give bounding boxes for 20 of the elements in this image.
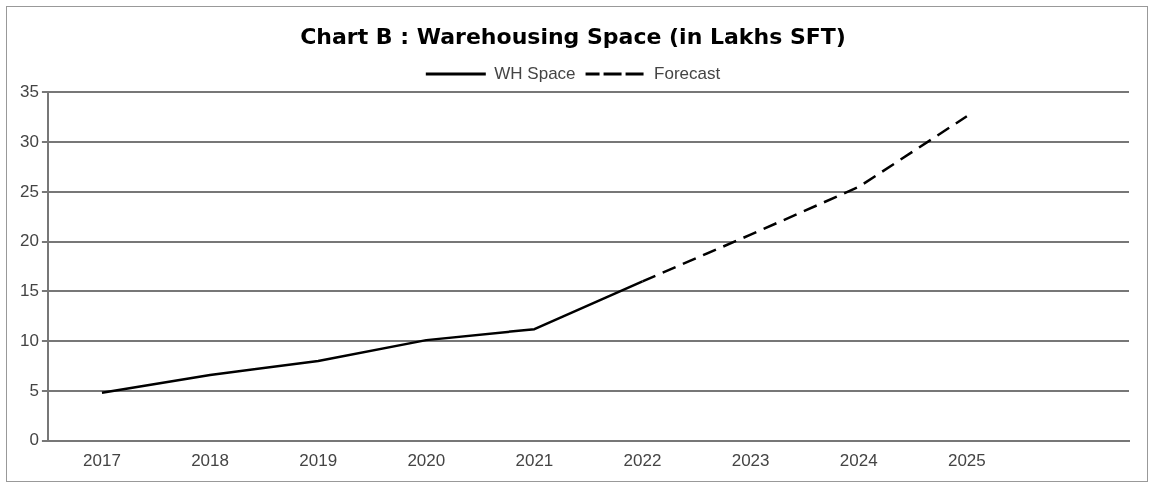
y-tick-label: 25 bbox=[19, 181, 39, 201]
y-tick-label: 30 bbox=[19, 131, 39, 151]
y-tick-label: 0 bbox=[29, 430, 39, 450]
y-tick-label: 35 bbox=[19, 82, 39, 102]
x-tick-label: 2017 bbox=[83, 451, 121, 471]
x-tick-label: 2018 bbox=[191, 451, 229, 471]
x-tick-label: 2020 bbox=[407, 451, 446, 471]
y-tick-label: 5 bbox=[29, 380, 39, 400]
x-tick-label: 2019 bbox=[299, 451, 338, 471]
y-tick-label: 10 bbox=[19, 330, 39, 350]
x-tick-label: 2025 bbox=[947, 451, 986, 471]
y-tick-label: 20 bbox=[19, 231, 39, 251]
x-tick-label: 2023 bbox=[731, 451, 770, 471]
x-tick-label: 2021 bbox=[515, 451, 554, 471]
x-tick-label: 2022 bbox=[623, 451, 662, 471]
legend-label: WH Space bbox=[494, 63, 576, 83]
y-tick-label: 15 bbox=[19, 281, 39, 301]
legend-label: Forecast bbox=[654, 63, 721, 83]
chart-title: Chart B : Warehousing Space (in Lakhs SFT) bbox=[300, 23, 846, 49]
x-tick-label: 2024 bbox=[839, 451, 878, 471]
